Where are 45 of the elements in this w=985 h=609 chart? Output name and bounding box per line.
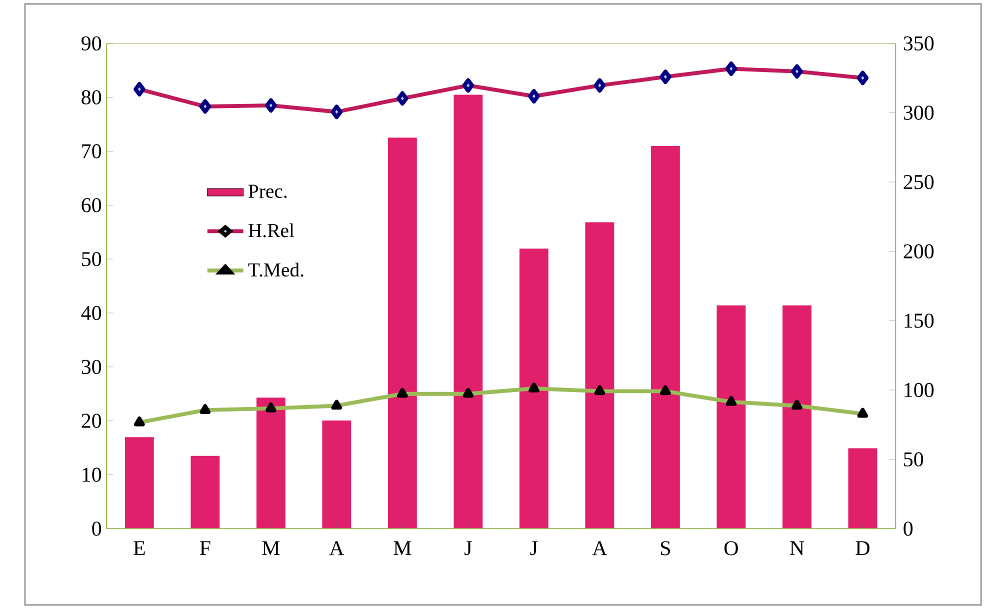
y-tick-label: 10	[82, 468, 102, 482]
x-tick-label: F	[200, 541, 210, 556]
y-tick-label: 30	[82, 360, 102, 374]
x-tick-label: M	[262, 541, 280, 556]
bar	[190, 456, 220, 529]
y-tick-label: 40	[81, 306, 102, 320]
x-tick-label: S	[660, 541, 670, 556]
y-tick-label: 50	[82, 252, 102, 266]
y-tick-label: 70	[82, 144, 102, 158]
x-tick-label: O	[724, 541, 738, 556]
y-tick-label: 80	[82, 90, 102, 104]
y-tick-label: 60	[82, 198, 102, 212]
legend-label: H.Rel	[248, 223, 294, 238]
bar	[848, 448, 878, 529]
y2-tick-label: 350	[904, 36, 934, 51]
x-tick-label: J	[464, 541, 472, 556]
bar	[650, 146, 680, 529]
x-tick-label: M	[394, 541, 412, 556]
bar	[519, 248, 548, 529]
bar	[388, 138, 417, 529]
x-tick-label: D	[856, 541, 870, 556]
legend-label: T.Med.	[248, 262, 304, 277]
y2-tick-label: 100	[904, 382, 934, 398]
y-tick-label: 0	[92, 522, 102, 536]
y-tick-label: 90	[82, 36, 102, 51]
bar	[716, 305, 746, 529]
legend-label: Prec.	[248, 184, 287, 198]
bar	[782, 305, 812, 529]
x-tick-label: A	[329, 541, 344, 556]
x-tick-label: E	[134, 541, 145, 556]
bar	[322, 420, 352, 529]
y2-tick-label: 50	[904, 452, 924, 466]
bar	[124, 437, 154, 529]
y2-tick-label: 300	[904, 106, 934, 120]
y2-tick-label: 0	[904, 522, 913, 536]
y2-tick-label: 250	[904, 175, 934, 190]
y-tick-label: 20	[82, 414, 102, 428]
x-tick-label: J	[530, 541, 538, 556]
x-tick-label: A	[592, 541, 608, 556]
bar	[585, 222, 614, 529]
bar	[454, 94, 483, 529]
bar	[256, 398, 286, 529]
x-tick-label: N	[790, 541, 804, 556]
y2-tick-label: 150	[904, 314, 934, 328]
y2-tick-label: 200	[904, 244, 934, 259]
